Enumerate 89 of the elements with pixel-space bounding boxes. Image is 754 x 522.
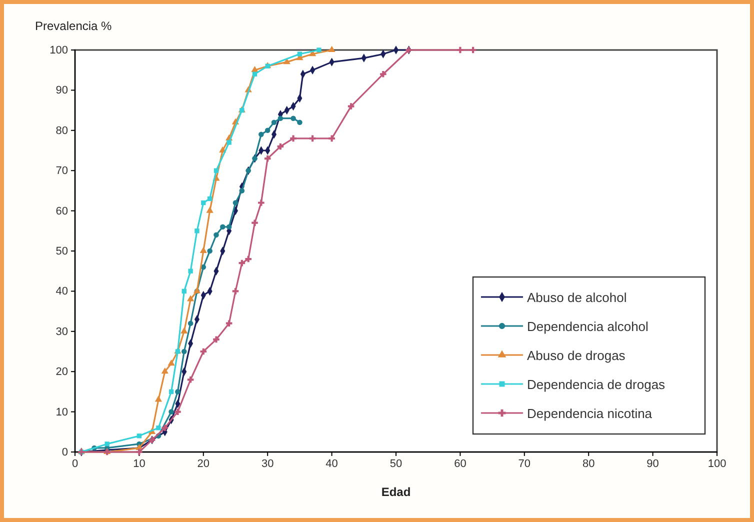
point — [220, 224, 226, 230]
point — [175, 389, 180, 394]
point — [206, 206, 214, 213]
x-tick-label: 10 — [133, 458, 146, 470]
point — [182, 288, 186, 294]
point — [309, 135, 316, 142]
point — [316, 48, 322, 52]
point — [214, 168, 219, 173]
point — [470, 46, 476, 54]
point — [156, 426, 161, 430]
point — [226, 140, 232, 145]
legend-label: Dependencia de drogas — [527, 377, 666, 392]
point — [290, 116, 296, 121]
legend-label: Dependencia alcohol — [527, 319, 649, 334]
point — [380, 70, 386, 78]
point — [200, 348, 207, 355]
point — [136, 434, 142, 438]
point — [232, 288, 239, 294]
y-tick-label: 90 — [56, 84, 68, 97]
x-tick-label: 100 — [708, 458, 726, 470]
point — [174, 408, 181, 415]
point — [201, 200, 206, 206]
point — [297, 52, 302, 56]
point — [162, 424, 168, 432]
x-tick-label: 90 — [646, 458, 659, 470]
point — [188, 268, 193, 274]
x-tick-label: 80 — [582, 458, 595, 470]
legend-label: Dependencia nicotina — [527, 406, 653, 421]
point — [457, 46, 464, 54]
point — [238, 260, 246, 266]
point — [226, 224, 232, 230]
legend-label: Abuso de drogas — [527, 348, 626, 363]
y-tick-label: 100 — [50, 44, 68, 57]
point — [258, 132, 264, 138]
point — [207, 196, 212, 202]
y-axis-title: Prevalencia % — [35, 19, 112, 33]
x-tick-label: 30 — [261, 458, 274, 470]
point — [187, 376, 194, 383]
x-tick-label: 0 — [72, 458, 78, 470]
y-tick-label: 20 — [56, 366, 68, 378]
point — [168, 409, 174, 414]
y-tick-label: 60 — [56, 205, 68, 218]
point — [252, 220, 258, 226]
point — [181, 348, 187, 354]
point — [271, 120, 277, 125]
point — [264, 155, 271, 162]
point — [278, 116, 284, 121]
y-tick-label: 70 — [56, 165, 68, 178]
point — [168, 389, 174, 394]
point — [226, 320, 232, 327]
point — [232, 200, 238, 206]
point — [251, 66, 258, 72]
point — [297, 120, 302, 125]
point — [213, 336, 220, 343]
point — [104, 442, 110, 446]
y-tick-label: 0 — [62, 446, 68, 459]
y-tick-label: 40 — [56, 286, 68, 298]
point — [290, 135, 296, 142]
point — [161, 367, 168, 374]
y-tick-label: 50 — [56, 246, 68, 258]
point — [207, 248, 212, 254]
x-tick-label: 70 — [518, 458, 531, 470]
point — [245, 256, 252, 262]
point — [258, 200, 264, 206]
x-tick-label: 40 — [326, 458, 338, 470]
point — [328, 135, 335, 142]
point — [136, 448, 142, 456]
x-axis-title: Edad — [381, 485, 411, 499]
x-tick-label: 50 — [390, 458, 402, 470]
point — [186, 295, 194, 302]
x-tick-label: 20 — [197, 458, 210, 470]
point — [214, 232, 219, 238]
point — [188, 320, 194, 326]
point — [168, 359, 175, 366]
y-tick-label: 30 — [56, 326, 68, 338]
point — [154, 396, 162, 402]
x-tick-label: 60 — [454, 458, 466, 470]
point — [180, 327, 188, 334]
point — [239, 188, 245, 194]
point — [200, 246, 207, 254]
point — [194, 228, 200, 234]
y-tick-label: 10 — [56, 406, 68, 418]
point — [252, 72, 258, 76]
point — [277, 143, 284, 150]
y-tick-label: 80 — [56, 124, 68, 137]
point — [348, 103, 354, 110]
point — [264, 128, 270, 134]
point — [328, 46, 336, 52]
legend-label: Abuso de alcohol — [527, 290, 627, 305]
